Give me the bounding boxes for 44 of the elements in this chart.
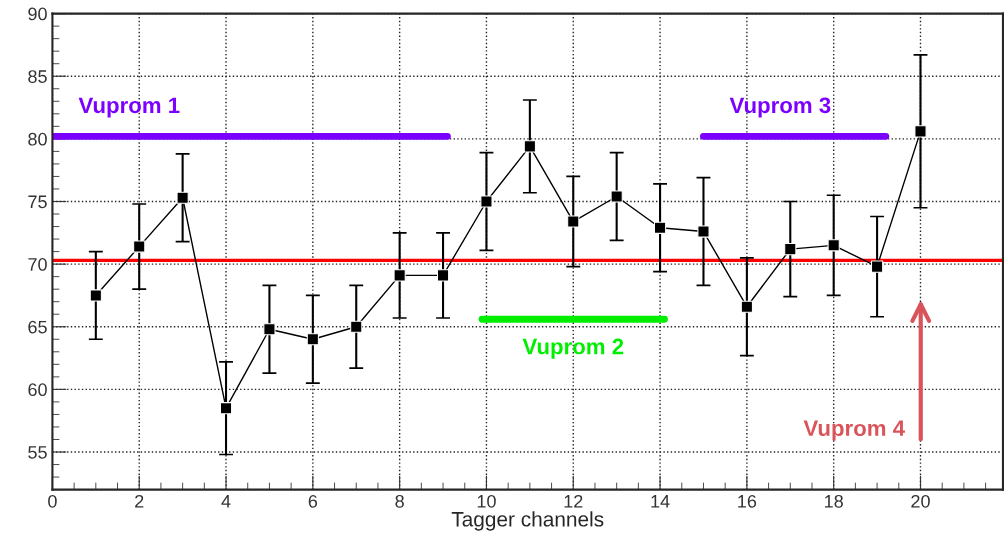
- annotation: Vuprom 4: [803, 420, 905, 441]
- series-label: Vuprom 3: [729, 97, 831, 118]
- point: [176, 191, 189, 204]
- point: [697, 225, 710, 238]
- point: [133, 240, 146, 253]
- x-tick-label: 2: [135, 494, 144, 508]
- x-axis-title: Tagger channels: [451, 511, 604, 531]
- point: [914, 125, 927, 138]
- y-tick-label: 90: [28, 7, 47, 21]
- x-tick-label: 12: [564, 494, 583, 508]
- point: [350, 320, 363, 333]
- x-tick-label: 10: [477, 494, 496, 508]
- series-label: Vuprom 2: [522, 338, 624, 359]
- point: [740, 300, 753, 313]
- point: [263, 323, 276, 336]
- y-tick-label: 60: [28, 383, 47, 397]
- x-tick-label: 4: [221, 495, 231, 508]
- x-tick-label: 0: [48, 494, 57, 508]
- point: [523, 140, 536, 153]
- x-tick-label: 16: [738, 494, 757, 508]
- y-tick-label: 65: [28, 320, 47, 334]
- y-tick-label: 80: [28, 132, 47, 146]
- x-tick-label: 8: [395, 494, 404, 508]
- y-tick-label: 55: [28, 446, 47, 459]
- point: [653, 221, 667, 234]
- x-tick-label: 14: [651, 495, 670, 508]
- point: [784, 243, 797, 256]
- point: [393, 269, 406, 282]
- x-tick-label: 18: [825, 494, 843, 508]
- y-tick-label: 75: [28, 195, 47, 209]
- series-label: Vuprom 1: [78, 97, 180, 118]
- point: [219, 402, 233, 415]
- y-tick-label: 70: [28, 258, 47, 271]
- y-tick-label: 85: [28, 70, 47, 83]
- point: [480, 195, 493, 208]
- point: [567, 215, 580, 228]
- x-tick-label: 20: [911, 494, 930, 508]
- point: [827, 239, 840, 252]
- point: [436, 269, 450, 282]
- point: [610, 190, 623, 203]
- point: [89, 289, 102, 302]
- point: [871, 260, 884, 273]
- x-tick-label: 6: [308, 494, 318, 508]
- point: [306, 333, 319, 346]
